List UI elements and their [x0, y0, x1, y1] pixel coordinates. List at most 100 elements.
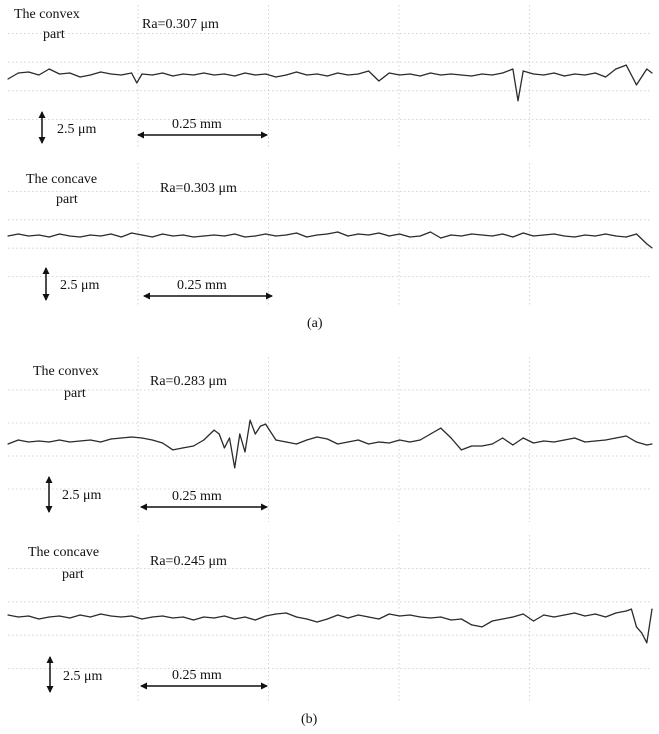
profile-point — [265, 73, 267, 75]
profile-point — [172, 235, 174, 237]
profile-point — [440, 427, 442, 429]
profile-point — [543, 74, 545, 76]
profile-point — [625, 64, 627, 66]
panel-b-convex: The convex part Ra=0.283 μm 2.5 μm 0.25 … — [7, 357, 653, 522]
profile-point — [172, 617, 174, 619]
panel-a-convex: The convex part Ra=0.307 μm 2.5 μm 0.25 … — [7, 5, 653, 148]
profile-point — [228, 437, 231, 439]
profile-point — [69, 235, 71, 237]
caption-b: (b) — [301, 712, 318, 727]
profile-point — [635, 84, 638, 86]
profile-point — [337, 443, 339, 445]
profile-point — [79, 76, 81, 78]
profile-point — [646, 444, 648, 446]
profile-point — [162, 615, 164, 617]
profile-point — [532, 442, 535, 444]
profile-point — [213, 429, 215, 431]
profile-point — [141, 73, 143, 75]
profile-point — [316, 73, 318, 75]
profile-point — [110, 438, 112, 440]
horizontal-scale-label: 0.25 mm — [177, 278, 227, 293]
profile-point — [574, 73, 576, 75]
profile-point — [491, 74, 493, 76]
profile-point — [429, 617, 432, 619]
profile-point — [563, 235, 566, 237]
profile-point — [265, 423, 267, 425]
profile-line — [7, 608, 653, 644]
profile-point — [203, 439, 205, 441]
profile-point — [110, 73, 112, 75]
profile-point — [79, 236, 81, 238]
profile-point — [553, 441, 555, 443]
profile-point — [218, 433, 220, 435]
profile-point — [460, 449, 462, 451]
profile-point — [58, 439, 61, 441]
roughness-profile — [7, 64, 653, 102]
profile-point — [651, 247, 653, 249]
profile-point — [522, 437, 524, 439]
profile-point — [512, 616, 514, 618]
profile-point — [326, 75, 328, 77]
horizontal-scale-label: 0.25 mm — [172, 668, 222, 683]
panel-a-concave: The concave part Ra=0.303 μm 2.5 μm 0.25… — [7, 163, 653, 305]
profile-point — [182, 73, 184, 75]
profile-point — [151, 236, 153, 238]
profile-point — [522, 232, 524, 234]
profile-point — [223, 447, 225, 449]
profile-point — [347, 617, 349, 619]
profile-point — [584, 234, 586, 236]
profile-point — [295, 616, 298, 618]
profile-point — [502, 437, 504, 439]
profile-point — [131, 232, 133, 234]
profile-point — [89, 74, 91, 76]
profile-point — [265, 233, 267, 235]
profile-point — [141, 234, 143, 236]
profile-point — [563, 75, 566, 77]
profile-point — [306, 74, 308, 76]
profile-point — [254, 74, 256, 76]
profile-point — [553, 233, 555, 235]
profile-point — [192, 445, 195, 447]
profile-point — [28, 71, 30, 73]
profile-point — [100, 613, 102, 615]
profile-point — [532, 620, 535, 622]
profile-point — [275, 439, 277, 441]
profile-point — [120, 236, 122, 238]
profile-point — [630, 608, 633, 610]
ra-label: Ra=0.245 μm — [150, 554, 227, 569]
part-label-line1: The convex — [14, 7, 80, 22]
profile-point — [491, 620, 493, 622]
part-label-line2: part — [64, 386, 86, 401]
profile-point — [347, 235, 349, 237]
profile-point — [89, 234, 91, 236]
profile-point — [543, 440, 545, 442]
profile-point — [244, 236, 246, 238]
profile-point — [615, 437, 617, 439]
profile-point — [254, 619, 256, 621]
profile-point — [48, 616, 50, 618]
profile-point — [244, 451, 246, 453]
profile-point — [450, 619, 452, 621]
profile-point — [419, 75, 421, 77]
profile-point — [388, 72, 390, 74]
profile-point — [337, 614, 339, 616]
profile-point — [326, 618, 328, 620]
profile-point — [512, 68, 514, 70]
profile-point — [48, 68, 50, 70]
profile-point — [368, 234, 370, 236]
profile-point — [48, 236, 50, 238]
profile-point — [151, 74, 153, 76]
panel-b-concave: The concave part Ra=0.245 μm 2.5 μm 0.25… — [7, 535, 653, 702]
profile-point — [295, 443, 298, 445]
panel-grid — [8, 535, 652, 702]
profile-point — [409, 236, 411, 238]
vertical-scale-label: 2.5 μm — [62, 488, 102, 503]
profile-point — [368, 443, 370, 445]
profile-point — [584, 615, 586, 617]
profile-point — [399, 233, 401, 235]
roughness-profile — [7, 231, 653, 249]
profile-point — [481, 626, 483, 628]
profile-point — [512, 444, 514, 446]
profile-point — [594, 72, 596, 74]
profile-point — [532, 73, 535, 75]
